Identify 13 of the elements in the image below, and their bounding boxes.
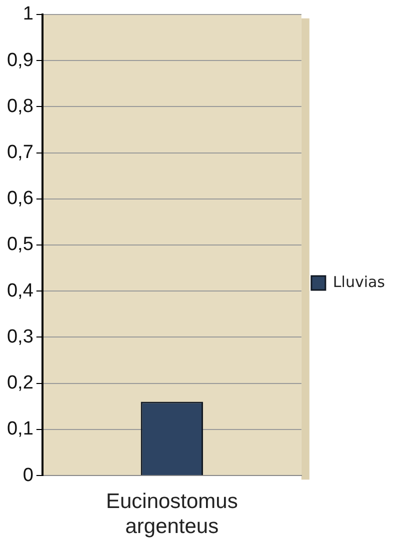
y-tick-label: 0,4 <box>6 280 34 302</box>
y-tick-label: 0 <box>22 464 34 486</box>
y-tick-label: 0,8 <box>6 96 34 117</box>
legend-label: Lluvias <box>332 272 386 291</box>
y-tick-label: 0,6 <box>6 188 34 210</box>
y-tick-label: 0,1 <box>6 418 34 440</box>
y-tick-label: 0,2 <box>6 372 34 394</box>
y-tick-label: 0,3 <box>6 326 34 348</box>
y-tick-label: 0,7 <box>6 142 34 163</box>
x-tick-label: Eucinostomus argenteus <box>106 490 238 538</box>
y-tick-label: 0,9 <box>6 50 34 71</box>
y-tick-label: 1 <box>22 4 34 25</box>
y-tick-label: 0,5 <box>6 234 34 256</box>
